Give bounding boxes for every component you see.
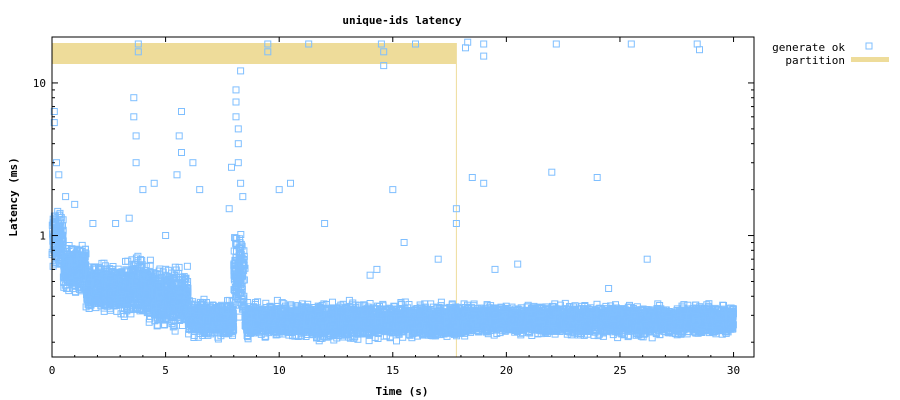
data-point [80, 256, 87, 264]
data-point [71, 259, 78, 266]
data-point [100, 295, 108, 303]
data-point [65, 258, 73, 266]
data-point [68, 245, 76, 253]
data-point [105, 290, 113, 298]
data-point [96, 285, 104, 293]
data-point [61, 271, 69, 279]
data-point [93, 293, 101, 301]
data-point [76, 263, 84, 271]
data-point [81, 252, 88, 260]
data-point [86, 279, 94, 286]
data-point [59, 234, 67, 242]
data-point [73, 278, 81, 286]
data-point [146, 261, 154, 269]
data-point [84, 296, 92, 304]
data-point [85, 274, 92, 282]
data-point [63, 245, 71, 253]
points-layer [48, 38, 737, 345]
data-point [82, 303, 90, 311]
data-point [59, 226, 67, 234]
data-point [73, 245, 81, 253]
data-point [78, 241, 86, 249]
data-point [106, 282, 114, 290]
data-point [100, 259, 108, 267]
data-point [90, 263, 98, 271]
chart-title: unique-ids latency [342, 14, 462, 27]
data-point [92, 295, 100, 303]
data-point [110, 278, 118, 286]
data-point [66, 254, 74, 261]
data-point [50, 233, 58, 241]
data-point [63, 284, 71, 292]
data-point [54, 207, 62, 215]
partition-bar [52, 43, 457, 64]
